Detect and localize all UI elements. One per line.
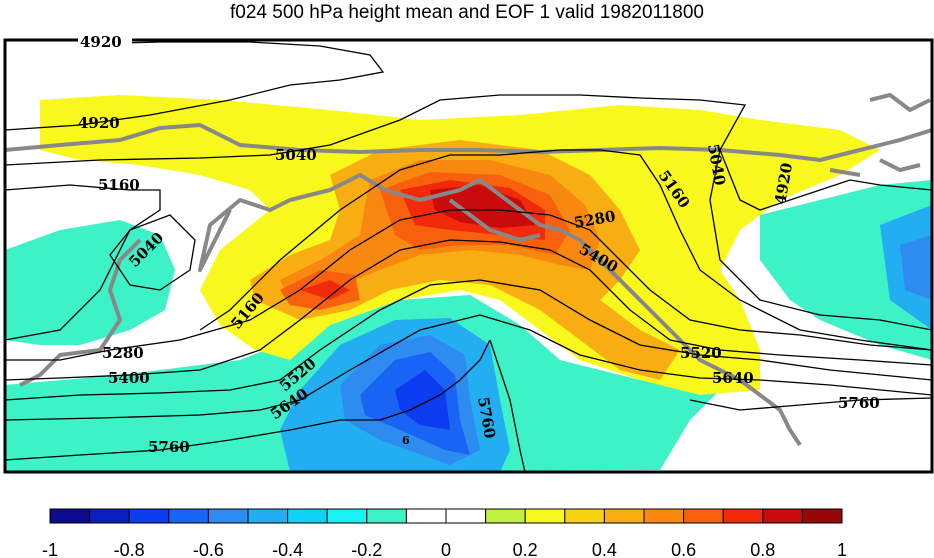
contour-label: 5280 — [102, 344, 144, 362]
colorbar-tick-label: 1 — [837, 540, 847, 558]
contour-label: 5160 — [98, 176, 140, 194]
contour-label: 5640 — [712, 369, 754, 387]
colorbar-swatch — [405, 508, 447, 524]
shade-cyan-west — [5, 220, 175, 345]
colorbar: -1 -0.8 -0.6 -0.4 -0.2 0 0.2 0.4 0.6 0.8 1 — [42, 508, 847, 558]
colorbar-swatch — [643, 508, 685, 524]
contour-5760-east — [489, 339, 932, 472]
colorbar-tick-label: 0.8 — [750, 540, 775, 558]
coastline-islands — [448, 93, 931, 242]
contour-4920-west — [5, 41, 385, 131]
contour-5520 — [5, 279, 932, 401]
colorbar-swatch — [683, 508, 724, 524]
colorbar-swatch — [207, 508, 249, 524]
contour-label: 6 — [402, 434, 410, 447]
contour-label: 4920 — [80, 33, 122, 51]
colorbar-tick-label: -0.4 — [272, 540, 303, 558]
shade-red-west — [300, 280, 350, 300]
shade-darkred — [430, 185, 535, 228]
colorbar-swatch — [722, 508, 764, 524]
contour-label: 5400 — [108, 369, 150, 387]
colorbar-tick-label: -0.6 — [193, 540, 224, 558]
colorbar-swatch — [168, 508, 209, 524]
coastline-north — [5, 123, 932, 162]
contour-label: 5520 — [680, 344, 722, 362]
colorbar-swatch — [326, 508, 368, 524]
contour-5760-west — [5, 339, 491, 461]
contour-5280 — [5, 209, 932, 361]
contour-4920-east — [719, 149, 932, 211]
colorbar-swatch — [762, 508, 803, 524]
colorbar-tick-label: -0.8 — [114, 540, 145, 558]
colorbar-tick-label: -1 — [42, 540, 58, 558]
contour-5640 — [5, 314, 932, 421]
contour-label: 4920 — [78, 114, 120, 132]
contour-5040-loop — [109, 214, 196, 291]
coastline-west — [19, 238, 142, 387]
colorbar-swatch — [287, 508, 328, 524]
colorbar-swatch — [801, 508, 843, 524]
contour-label: 5760 — [148, 438, 190, 456]
map-frame — [3, 38, 934, 474]
colorbar-swatch — [603, 508, 645, 524]
contour-label: 5040 — [275, 146, 317, 164]
colorbar-tick-label: 0 — [441, 540, 451, 558]
colorbar-tick-label: 0.4 — [592, 540, 617, 558]
colorbar-swatch — [564, 508, 605, 524]
colorbar-tick-label: 0.2 — [513, 540, 538, 558]
colorbar-swatch — [485, 508, 526, 524]
colorbar-swatch — [89, 508, 130, 524]
colorbar-swatch — [128, 508, 170, 524]
colorbar-swatch — [524, 508, 566, 524]
contour-label: 5760 — [838, 394, 880, 412]
height-contours — [5, 41, 932, 472]
colorbar-swatch — [445, 508, 487, 524]
colorbar-swatch — [49, 508, 91, 524]
contour-5160 — [5, 149, 932, 351]
shade-darkblue-south — [395, 370, 450, 430]
colorbar-swatch — [366, 508, 407, 524]
colorbar-tick-label: 0.6 — [671, 540, 696, 558]
coastline-peninsula — [198, 173, 802, 447]
contour-5400 — [5, 239, 932, 381]
shade-blue-east — [900, 235, 932, 300]
colorbar-tick-label: -0.2 — [351, 540, 382, 558]
contour-5040 — [5, 94, 932, 331]
colorbar-swatch — [247, 508, 289, 524]
coastlines — [5, 93, 932, 447]
page-title: f024 500 hPa height mean and EOF 1 valid… — [230, 2, 704, 23]
